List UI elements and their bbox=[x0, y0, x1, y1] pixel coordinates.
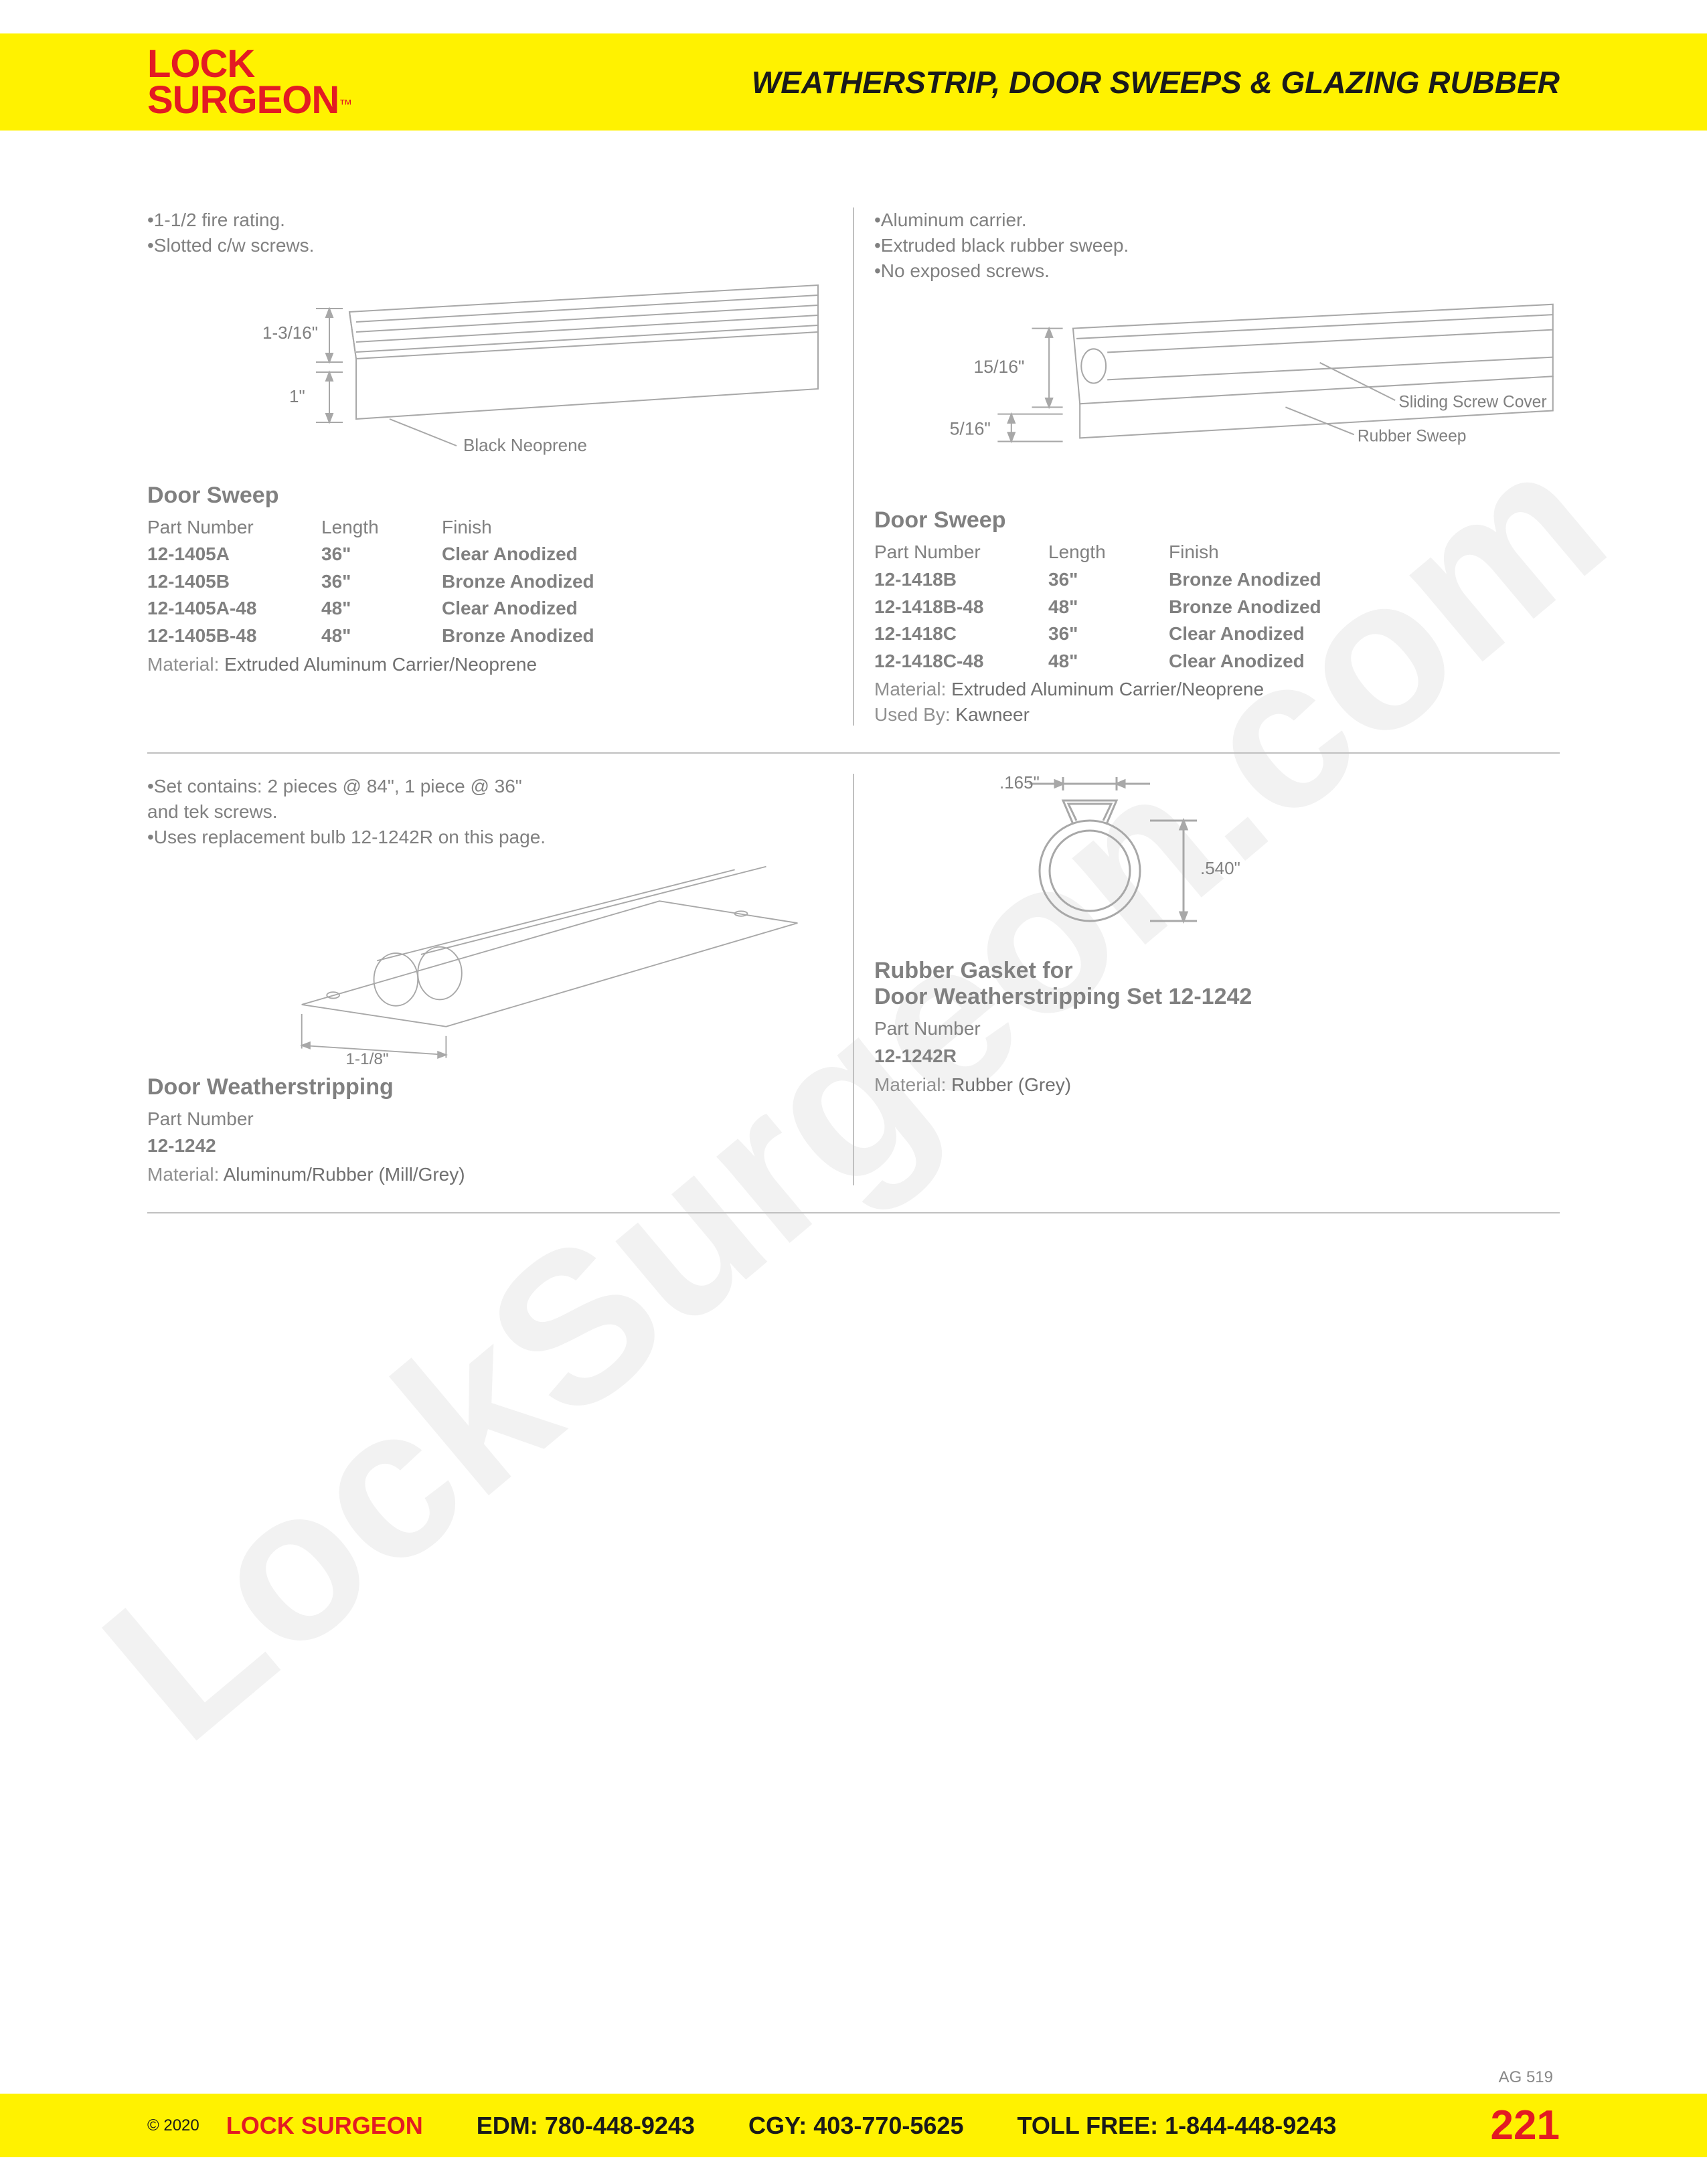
product-3-diagram: 1-1/8" bbox=[147, 863, 833, 1064]
footer-cgy: CGY: 403-770-5625 bbox=[748, 2112, 964, 2140]
cell: 12-1418C-48 bbox=[874, 648, 1048, 675]
product-1: •1-1/2 fire rating. •Slotted c/w screws. bbox=[147, 207, 854, 726]
dim-label: .165" bbox=[999, 774, 1040, 792]
cell: 12-1242 bbox=[147, 1132, 321, 1160]
dim-label: 1-3/16" bbox=[262, 323, 318, 343]
cell: 12-1418B bbox=[874, 566, 1048, 594]
product-3-table: Part Number 12-1242 bbox=[147, 1106, 833, 1160]
footer-edm: EDM: 780-448-9243 bbox=[477, 2112, 695, 2140]
cell: Clear Anodized bbox=[442, 595, 833, 622]
cell: 48" bbox=[321, 595, 442, 622]
cell: 12-1418B-48 bbox=[874, 594, 1048, 621]
product-2-title: Door Sweep bbox=[874, 507, 1560, 533]
bullet: •Aluminum carrier. bbox=[874, 207, 1560, 233]
cell: 36" bbox=[1048, 620, 1169, 648]
bullet: •Set contains: 2 pieces @ 84", 1 piece @… bbox=[147, 774, 833, 799]
product-2-bullets: •Aluminum carrier. •Extruded black rubbe… bbox=[874, 207, 1560, 283]
col-header: Part Number bbox=[874, 539, 1048, 566]
cell: Bronze Anodized bbox=[442, 622, 833, 650]
cell: 36" bbox=[321, 568, 442, 596]
cell: Bronze Anodized bbox=[1169, 594, 1560, 621]
bullet: and tek screws. bbox=[147, 799, 833, 825]
dim-label: 5/16" bbox=[950, 419, 991, 439]
col-header: Part Number bbox=[874, 1015, 1048, 1043]
logo-line1: LOCK bbox=[147, 46, 352, 82]
cell: 48" bbox=[1048, 648, 1169, 675]
product-1-bullets: •1-1/2 fire rating. •Slotted c/w screws. bbox=[147, 207, 833, 258]
cell: 12-1405A-48 bbox=[147, 595, 321, 622]
brand-logo: LOCK SURGEON™ bbox=[147, 46, 352, 118]
product-4-title: Rubber Gasket for Door Weatherstripping … bbox=[874, 958, 1560, 1010]
cell: 12-1418C bbox=[874, 620, 1048, 648]
col-header: Part Number bbox=[147, 1106, 321, 1133]
cell: 12-1405B-48 bbox=[147, 622, 321, 650]
cell: Clear Anodized bbox=[1169, 648, 1560, 675]
col-header: Finish bbox=[1169, 539, 1560, 566]
product-4-material: Material: Rubber (Grey) bbox=[874, 1074, 1560, 1096]
product-4-table: Part Number 12-1242R bbox=[874, 1015, 1560, 1070]
cell: 12-1242R bbox=[874, 1043, 1048, 1070]
callout-label: Rubber Sweep bbox=[1358, 428, 1467, 446]
product-4: .165" .540" Rubber Gasket for Door Weath… bbox=[854, 774, 1560, 1185]
bullet: •1-1/2 fire rating. bbox=[147, 207, 833, 233]
product-3-title: Door Weatherstripping bbox=[147, 1074, 833, 1100]
page-number: 221 bbox=[1491, 2102, 1560, 2149]
cell: Bronze Anodized bbox=[1169, 566, 1560, 594]
product-row-2: •Set contains: 2 pieces @ 84", 1 piece @… bbox=[147, 774, 1560, 1213]
bullet: •No exposed screws. bbox=[874, 258, 1560, 284]
cell: Bronze Anodized bbox=[442, 568, 833, 596]
product-2-table: Part Number Length Finish 12-1418B36"Bro… bbox=[874, 539, 1560, 675]
callout-label: Black Neoprene bbox=[463, 435, 587, 455]
product-2-diagram: 15/16" 5/16" Sliding Screw Cover Rubber … bbox=[874, 297, 1560, 497]
content-area: •1-1/2 fire rating. •Slotted c/w screws. bbox=[147, 207, 1560, 1234]
col-header: Length bbox=[321, 514, 442, 541]
footer-toll: TOLL FREE: 1-844-448-9243 bbox=[1017, 2112, 1336, 2140]
product-2: •Aluminum carrier. •Extruded black rubbe… bbox=[854, 207, 1560, 726]
logo-line2: SURGEON bbox=[147, 78, 339, 122]
product-1-material: Material: Extruded Aluminum Carrier/Neop… bbox=[147, 654, 833, 675]
header-bar: LOCK SURGEON™ WEATHERSTRIP, DOOR SWEEPS … bbox=[0, 33, 1707, 131]
page-title: WEATHERSTRIP, DOOR SWEEPS & GLAZING RUBB… bbox=[752, 64, 1560, 100]
copyright: © 2020 bbox=[147, 2116, 199, 2135]
product-1-diagram: 1-3/16" 1" Black Neoprene bbox=[147, 272, 833, 473]
product-2-usedby: Used By: Kawneer bbox=[874, 704, 1560, 726]
product-4-diagram: .165" .540" bbox=[874, 774, 1560, 948]
bullet: •Uses replacement bulb 12-1242R on this … bbox=[147, 825, 833, 850]
bullet: •Slotted c/w screws. bbox=[147, 233, 833, 258]
col-header: Part Number bbox=[147, 514, 321, 541]
cell: 12-1405B bbox=[147, 568, 321, 596]
product-2-material: Material: Extruded Aluminum Carrier/Neop… bbox=[874, 679, 1560, 700]
cell: 48" bbox=[321, 622, 442, 650]
product-3-bullets: •Set contains: 2 pieces @ 84", 1 piece @… bbox=[147, 774, 833, 849]
cell: 36" bbox=[1048, 566, 1169, 594]
cell: 48" bbox=[1048, 594, 1169, 621]
dim-label: .540" bbox=[1200, 858, 1240, 878]
dim-label: 15/16" bbox=[973, 357, 1024, 377]
cell: Clear Anodized bbox=[442, 541, 833, 568]
logo-tm: ™ bbox=[339, 97, 352, 112]
footer-brand: LOCK SURGEON bbox=[226, 2112, 423, 2140]
footer-bar: © 2020 LOCK SURGEON EDM: 780-448-9243 CG… bbox=[0, 2094, 1707, 2157]
col-header: Finish bbox=[442, 514, 833, 541]
product-1-table: Part Number Length Finish 12-1405A36"Cle… bbox=[147, 514, 833, 650]
cell: 36" bbox=[321, 541, 442, 568]
cell: Clear Anodized bbox=[1169, 620, 1560, 648]
product-3-material: Material: Aluminum/Rubber (Mill/Grey) bbox=[147, 1164, 833, 1185]
dim-label: 1" bbox=[289, 386, 305, 406]
dim-label: 1-1/8" bbox=[345, 1050, 388, 1064]
bullet: •Extruded black rubber sweep. bbox=[874, 233, 1560, 258]
product-1-title: Door Sweep bbox=[147, 483, 833, 509]
col-header: Length bbox=[1048, 539, 1169, 566]
product-row-1: •1-1/2 fire rating. •Slotted c/w screws. bbox=[147, 207, 1560, 754]
cell: 12-1405A bbox=[147, 541, 321, 568]
product-3: •Set contains: 2 pieces @ 84", 1 piece @… bbox=[147, 774, 854, 1185]
callout-label: Sliding Screw Cover bbox=[1398, 394, 1546, 412]
ag-code: AG 519 bbox=[1499, 2068, 1553, 2087]
